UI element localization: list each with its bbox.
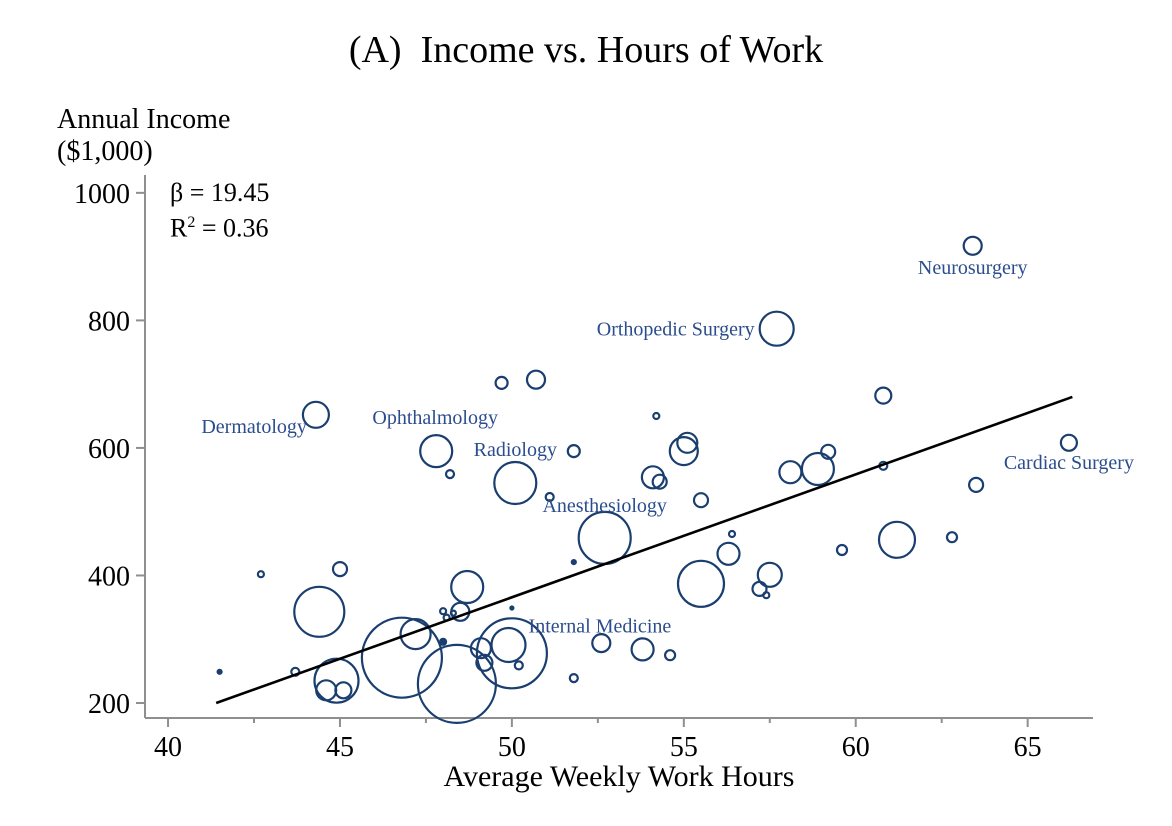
y-axis-title-line1: Annual Income xyxy=(57,104,231,135)
x-tick-label: 50 xyxy=(498,732,526,763)
data-bubble xyxy=(668,436,699,467)
x-tick-label: 40 xyxy=(154,732,182,763)
data-bubble xyxy=(315,679,338,702)
x-tick-label: 55 xyxy=(670,732,698,763)
data-bubble xyxy=(439,607,448,616)
x-tick-label: 65 xyxy=(1014,732,1042,763)
data-bubble xyxy=(962,235,983,256)
data-bubble xyxy=(544,491,555,503)
x-axis-label: Average Weekly Work Hours xyxy=(444,760,795,793)
y-axis-title-line2: ($1,000) xyxy=(57,136,153,167)
data-bubble xyxy=(756,561,783,588)
bubble-label: Neurosurgery xyxy=(918,257,1028,279)
data-bubble xyxy=(439,637,448,646)
data-bubble xyxy=(293,585,346,638)
y-tick-label: 800 xyxy=(88,306,130,337)
y-tick-label: 400 xyxy=(88,561,130,592)
data-bubble xyxy=(967,476,985,493)
data-bubble xyxy=(331,560,349,578)
data-bubble xyxy=(360,616,443,699)
data-bubble xyxy=(778,460,803,485)
x-tick-label: 60 xyxy=(842,732,870,763)
data-bubble xyxy=(630,637,655,662)
data-bubble xyxy=(493,460,538,506)
data-bubble xyxy=(663,649,677,662)
regression-stats: β = 19.45 R2 = 0.36 xyxy=(170,178,269,244)
bubble-label: Dermatology xyxy=(201,416,307,438)
y-tick-label: 600 xyxy=(88,434,130,465)
data-bubble xyxy=(256,570,265,579)
data-bubble xyxy=(874,386,893,405)
bubble-label: Ophthalmology xyxy=(372,407,498,429)
data-bubble xyxy=(591,632,612,654)
data-bubble xyxy=(509,605,515,611)
data-bubble xyxy=(301,400,330,429)
data-bubble xyxy=(676,431,699,454)
r-squared-stat: R2 = 0.36 xyxy=(170,213,269,243)
data-bubble xyxy=(692,492,710,509)
y-tick-label: 1000 xyxy=(74,179,130,210)
data-bubble xyxy=(216,668,223,675)
data-bubble xyxy=(945,531,959,544)
data-bubble xyxy=(651,473,668,490)
bubble-label: Orthopedic Surgery xyxy=(597,319,755,341)
bubble-label: Anesthesiology xyxy=(542,495,666,517)
bubble-label: Radiology xyxy=(474,439,557,461)
data-bubble xyxy=(570,558,577,566)
data-bubble xyxy=(877,520,917,559)
data-bubble xyxy=(758,310,795,347)
data-bubble xyxy=(716,541,741,566)
data-bubble xyxy=(568,672,579,684)
data-bubble xyxy=(475,653,494,672)
data-bubble xyxy=(566,444,581,459)
x-tick-label: 45 xyxy=(326,732,354,763)
data-bubble xyxy=(490,626,527,664)
data-bubble xyxy=(450,569,485,605)
data-bubble xyxy=(513,660,524,671)
y-tick-label: 200 xyxy=(88,689,130,720)
y-axis-title: Annual Income ($1,000) xyxy=(57,104,230,168)
data-bubble xyxy=(475,617,548,690)
data-bubble xyxy=(835,543,849,557)
data-bubble xyxy=(577,510,632,566)
chart-title: (A) Income vs. Hours of Work xyxy=(348,29,824,71)
data-bubble xyxy=(751,580,768,598)
beta-stat: β = 19.45 xyxy=(170,178,270,207)
fit-line xyxy=(215,395,1073,705)
data-bubble xyxy=(444,469,456,480)
data-bubble xyxy=(800,451,836,487)
data-bubble xyxy=(419,434,454,469)
data-bubble xyxy=(727,529,737,539)
data-bubble xyxy=(494,375,509,390)
bubble-label: Internal Medicine xyxy=(529,615,672,637)
data-bubble xyxy=(762,591,771,600)
bubble-label: Cardiac Surgery xyxy=(1004,452,1134,474)
data-bubble xyxy=(1059,433,1079,452)
data-bubble xyxy=(416,643,497,725)
data-bubble xyxy=(676,559,726,608)
data-bubble xyxy=(334,681,353,700)
data-bubble xyxy=(525,369,547,390)
data-bubble xyxy=(652,411,661,421)
data-bubble xyxy=(820,443,837,460)
